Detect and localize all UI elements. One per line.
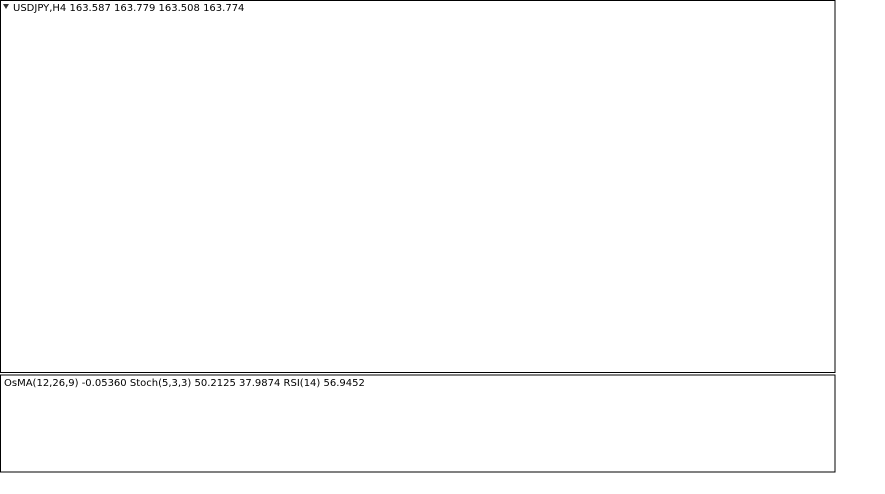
indicator-title: OsMA(12,26,9) -0.05360 Stoch(5,3,3) 50.2… <box>4 378 365 389</box>
indicator-panel-border <box>0 374 836 473</box>
chart-title: USDJPY,H4 163.587 163.779 163.508 163.77… <box>13 3 244 14</box>
symbol-icon <box>3 4 9 9</box>
main-panel-border <box>0 0 836 373</box>
